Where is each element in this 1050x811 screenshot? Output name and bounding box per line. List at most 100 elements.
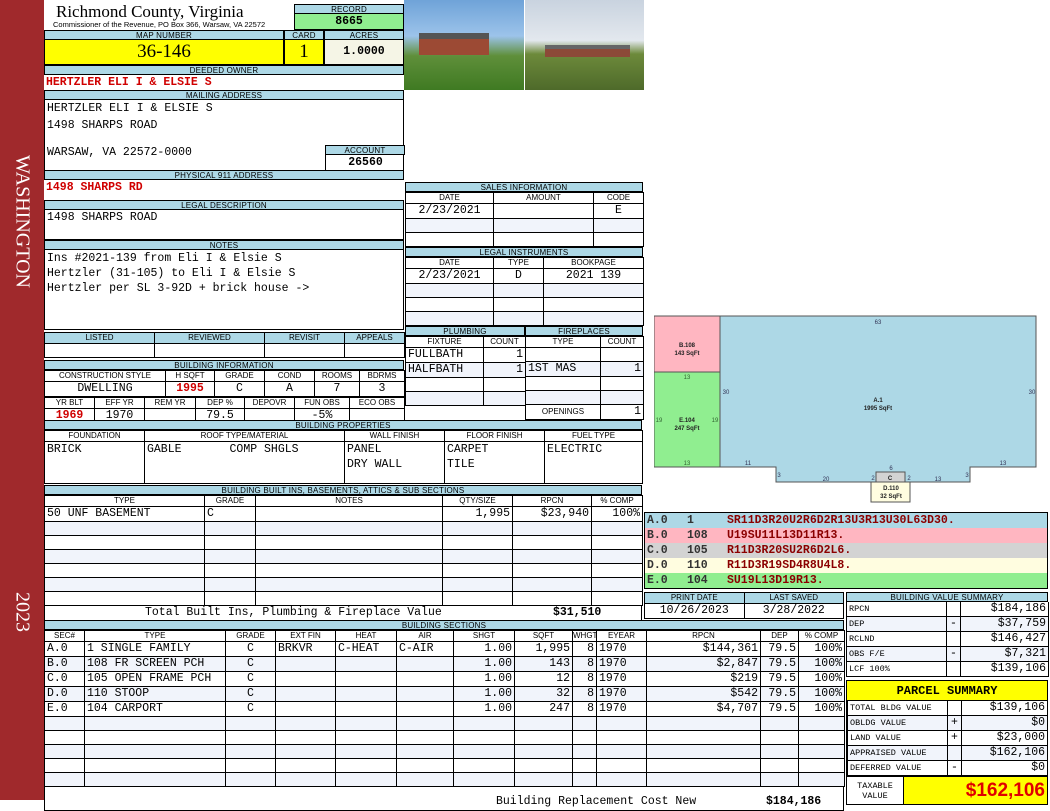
value-summary-label: BUILDING VALUE SUMMARY [846,592,1048,602]
value-summary-cell: LCF 100% [846,661,947,677]
building-info-header: DEPOVR [244,397,295,409]
section-cell [798,716,845,731]
sales-header: AMOUNT [493,192,594,204]
section-cell: D.0 [44,686,85,702]
section-cell: 100% [798,656,845,672]
section-cell [84,730,226,745]
built-in-cell [44,535,205,550]
section-cell [225,730,276,745]
table-row [525,376,644,391]
property-photo-2[interactable] [525,0,644,90]
sketch-codes: A.0 1 SR11D3R20U2R6D2R13U3R13U30L63D30. B.0… [644,512,1048,589]
parcel-summary-cell: - [947,760,962,776]
section-cell: 8 [572,671,597,687]
section-cell [572,758,597,773]
built-in-cell [512,591,592,606]
sketch-section-e[interactable] [654,371,721,468]
sketch-code-row[interactable]: D.0 110 R11D3R19SD4R8U4L8. [645,558,1047,573]
table-row [405,391,526,406]
table-row [44,563,643,578]
building-info-header: YR BLT [44,397,95,409]
last-saved-date: 3/28/2022 [743,603,844,619]
instrument-cell [493,297,544,312]
fireplace-cell [525,347,601,362]
built-in-cell [591,549,643,564]
sketch-label: E.104 [679,418,695,424]
section-cell [275,701,336,717]
section-cell [514,716,573,731]
built-in-cell: C [204,506,256,522]
table-row [405,297,644,312]
built-in-cell: 100% [591,506,643,522]
sections-header: DEP [760,630,799,642]
section-cell [275,716,336,731]
building-info-value: DWELLING [44,381,166,397]
sketch-dimension: 13 [935,477,942,483]
section-cell: 32 [514,686,573,702]
sketch-label: 143 SqFt [674,351,699,357]
built-ins-header: RPCN [512,495,592,507]
sales-header: CODE [593,192,644,204]
sections-header: % COMP [798,630,845,642]
table-row [44,521,643,536]
section-cell: $219 [646,671,761,687]
building-sketch[interactable]: A.1 1995 SqFt B.108 143 SqFt E.104 247 S… [654,312,1044,507]
reviewed-value [154,343,265,358]
section-cell: C-AIR [396,641,454,657]
built-ins-total-label: Total Built Ins, Plumbing & Fireplace Va… [145,606,442,619]
instrument-cell [405,297,494,312]
sketch-code-cell: R11D3R19SD4R8U4L8. [727,559,852,572]
building-info-header: COND [264,370,315,382]
plumbing-cell: HALFBATH [405,362,484,378]
built-in-cell [44,521,205,536]
table-row: A.0 1 SINGLE FAMILY C BRKVR C-HEAT C-AIR 1.00 1… [44,641,845,657]
sale-cell [493,203,594,219]
section-cell: 8 [572,701,597,717]
table-row: E.0 104 CARPORT C 1.00 247 8 1970 $4,707 79.5 100… [44,701,845,717]
section-cell [396,772,454,787]
sketch-section-b[interactable] [654,315,721,373]
fuel-type-label: FUEL TYPE [544,430,643,442]
table-row: OBLDG VALUE + $0 [847,715,1048,731]
built-in-cell [512,563,592,578]
value-summary-cell: $7,321 [960,646,1049,662]
sketch-label: 247 SqFt [674,426,699,432]
section-cell: 12 [514,671,573,687]
built-in-cell [204,591,256,606]
sale-cell: E [593,203,644,219]
parcel-summary-cell: OBLDG VALUE [847,715,948,731]
property-photo-1[interactable] [404,0,524,90]
section-cell [760,758,799,773]
table-row [525,347,644,362]
section-cell [596,758,647,773]
sketch-code-row[interactable]: B.0 108 U19SU11L13D11R13. [645,528,1047,543]
section-cell [225,758,276,773]
table-row [44,744,845,759]
sketch-dimension: 13 [684,375,691,381]
sketch-code-cell: SR11D3R20U2R6D2R13U3R13U30L63D30. [727,514,955,527]
sketch-section-a[interactable] [719,315,1037,483]
building-sections: BUILDING SECTIONS SEC# TYPE GRADE EXT FIN HE… [44,620,845,811]
sketch-section-d[interactable] [870,481,911,503]
fireplaces: FIREPLACES TYPE COUNT 1ST MAS 1 OPENINGS 1 [525,326,644,420]
section-cell [275,772,336,787]
section-cell: $542 [646,686,761,702]
sketch-code-cell: 105 [687,544,708,557]
section-cell [514,772,573,787]
built-in-cell [255,591,443,606]
sketch-code-row[interactable]: E.0 104 SU19L13D19R13. [645,573,1047,588]
mailing-line-3: WARSAW, VA 22572-0000 [47,146,192,159]
instrument-cell [543,283,644,298]
county-title: Richmond County, Virginia [56,2,244,21]
sketch-code-row[interactable]: C.0 105 R11D3R20SU2R6D2L6. [645,543,1047,558]
plumbing-cell: 1 [483,347,526,363]
plumbing: PLUMBING FIXTURE COUNT FULLBATH 1 HALFBATH 1 [405,326,526,406]
sketch-label: C [888,476,893,482]
fireplace-cell [600,376,644,391]
sketch-label: D.110 [883,486,899,492]
appeals-label: APPEALS [344,332,405,344]
section-cell: $144,361 [646,641,761,657]
instruments-header: TYPE [493,257,544,269]
sketch-code-row[interactable]: A.0 1 SR11D3R20U2R6D2R13U3R13U30L63D30. [645,513,1047,528]
built-in-cell [591,521,643,536]
